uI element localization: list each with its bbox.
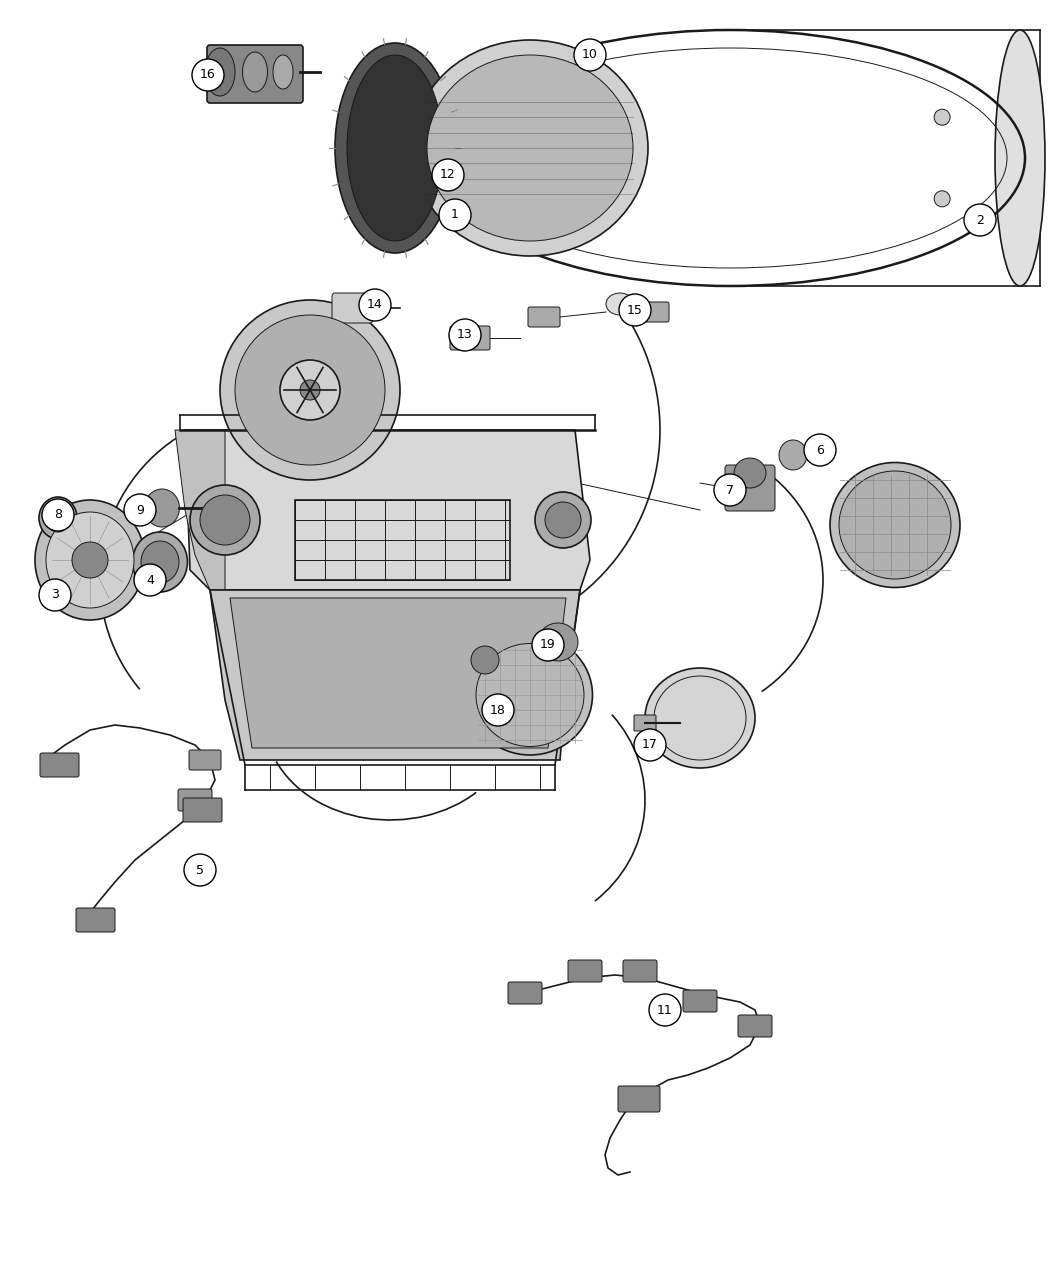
Ellipse shape [779, 440, 807, 470]
Ellipse shape [45, 504, 70, 532]
Polygon shape [185, 430, 590, 590]
Ellipse shape [538, 623, 578, 660]
Ellipse shape [346, 55, 443, 241]
Ellipse shape [606, 293, 634, 315]
Ellipse shape [645, 668, 755, 768]
Circle shape [300, 380, 320, 400]
Ellipse shape [39, 497, 77, 539]
Circle shape [235, 315, 385, 465]
Ellipse shape [412, 40, 648, 256]
Text: 9: 9 [136, 504, 144, 516]
Ellipse shape [243, 52, 268, 92]
Circle shape [280, 360, 340, 419]
Text: 16: 16 [201, 69, 216, 82]
Ellipse shape [476, 644, 584, 746]
FancyBboxPatch shape [568, 960, 602, 982]
FancyBboxPatch shape [207, 45, 303, 103]
Ellipse shape [141, 541, 179, 583]
Text: 15: 15 [627, 303, 643, 316]
Text: 1: 1 [452, 209, 459, 222]
Text: 10: 10 [582, 48, 597, 61]
Circle shape [574, 40, 606, 71]
FancyBboxPatch shape [332, 293, 373, 323]
Ellipse shape [830, 463, 960, 588]
Circle shape [532, 629, 564, 660]
FancyBboxPatch shape [634, 715, 656, 731]
FancyBboxPatch shape [724, 465, 775, 511]
Circle shape [439, 199, 471, 231]
FancyBboxPatch shape [630, 302, 669, 323]
Circle shape [934, 191, 950, 207]
Text: 12: 12 [440, 168, 456, 181]
Ellipse shape [145, 490, 180, 527]
Circle shape [134, 564, 166, 595]
Ellipse shape [734, 458, 766, 488]
FancyBboxPatch shape [178, 789, 212, 811]
Ellipse shape [467, 635, 592, 755]
Circle shape [190, 484, 260, 555]
Ellipse shape [839, 470, 951, 579]
FancyBboxPatch shape [450, 326, 490, 351]
Polygon shape [210, 590, 580, 760]
Text: 5: 5 [196, 863, 204, 876]
Ellipse shape [46, 513, 134, 608]
Circle shape [536, 492, 591, 548]
Circle shape [359, 289, 391, 321]
Text: 18: 18 [490, 704, 506, 717]
Circle shape [432, 159, 464, 191]
FancyBboxPatch shape [508, 982, 542, 1003]
Circle shape [510, 191, 526, 207]
Circle shape [649, 994, 681, 1026]
Circle shape [634, 729, 666, 761]
Circle shape [934, 110, 950, 125]
Ellipse shape [35, 500, 145, 620]
Circle shape [545, 502, 581, 538]
Circle shape [510, 110, 526, 125]
Text: 3: 3 [51, 589, 59, 602]
Circle shape [220, 300, 400, 479]
Circle shape [200, 495, 250, 544]
Ellipse shape [427, 55, 633, 241]
Text: 11: 11 [657, 1003, 673, 1016]
Polygon shape [230, 598, 566, 748]
Text: 17: 17 [642, 738, 658, 751]
FancyBboxPatch shape [40, 754, 79, 776]
Circle shape [620, 295, 651, 326]
FancyBboxPatch shape [618, 1086, 660, 1112]
Circle shape [449, 319, 481, 351]
Circle shape [42, 499, 74, 530]
Ellipse shape [995, 31, 1045, 286]
Text: 7: 7 [726, 483, 734, 496]
Circle shape [184, 854, 216, 886]
Ellipse shape [273, 55, 293, 89]
Text: 13: 13 [457, 329, 472, 342]
Circle shape [124, 493, 156, 527]
Circle shape [72, 542, 108, 578]
Polygon shape [175, 430, 225, 590]
FancyBboxPatch shape [682, 989, 717, 1012]
Circle shape [804, 434, 836, 465]
Ellipse shape [335, 43, 455, 252]
Ellipse shape [471, 646, 499, 674]
Circle shape [964, 204, 996, 236]
FancyBboxPatch shape [189, 750, 220, 770]
Circle shape [482, 694, 514, 725]
Text: 6: 6 [816, 444, 824, 456]
Circle shape [39, 579, 71, 611]
FancyBboxPatch shape [183, 798, 222, 822]
Text: 14: 14 [368, 298, 383, 311]
Text: 4: 4 [146, 574, 154, 586]
FancyBboxPatch shape [528, 307, 560, 326]
Ellipse shape [132, 532, 188, 592]
Text: 8: 8 [54, 509, 62, 521]
FancyBboxPatch shape [76, 908, 116, 932]
FancyBboxPatch shape [623, 960, 657, 982]
Circle shape [714, 474, 745, 506]
Text: 19: 19 [540, 639, 555, 652]
Circle shape [192, 59, 224, 91]
FancyBboxPatch shape [738, 1015, 772, 1037]
Ellipse shape [205, 48, 235, 96]
Text: 2: 2 [976, 213, 984, 227]
